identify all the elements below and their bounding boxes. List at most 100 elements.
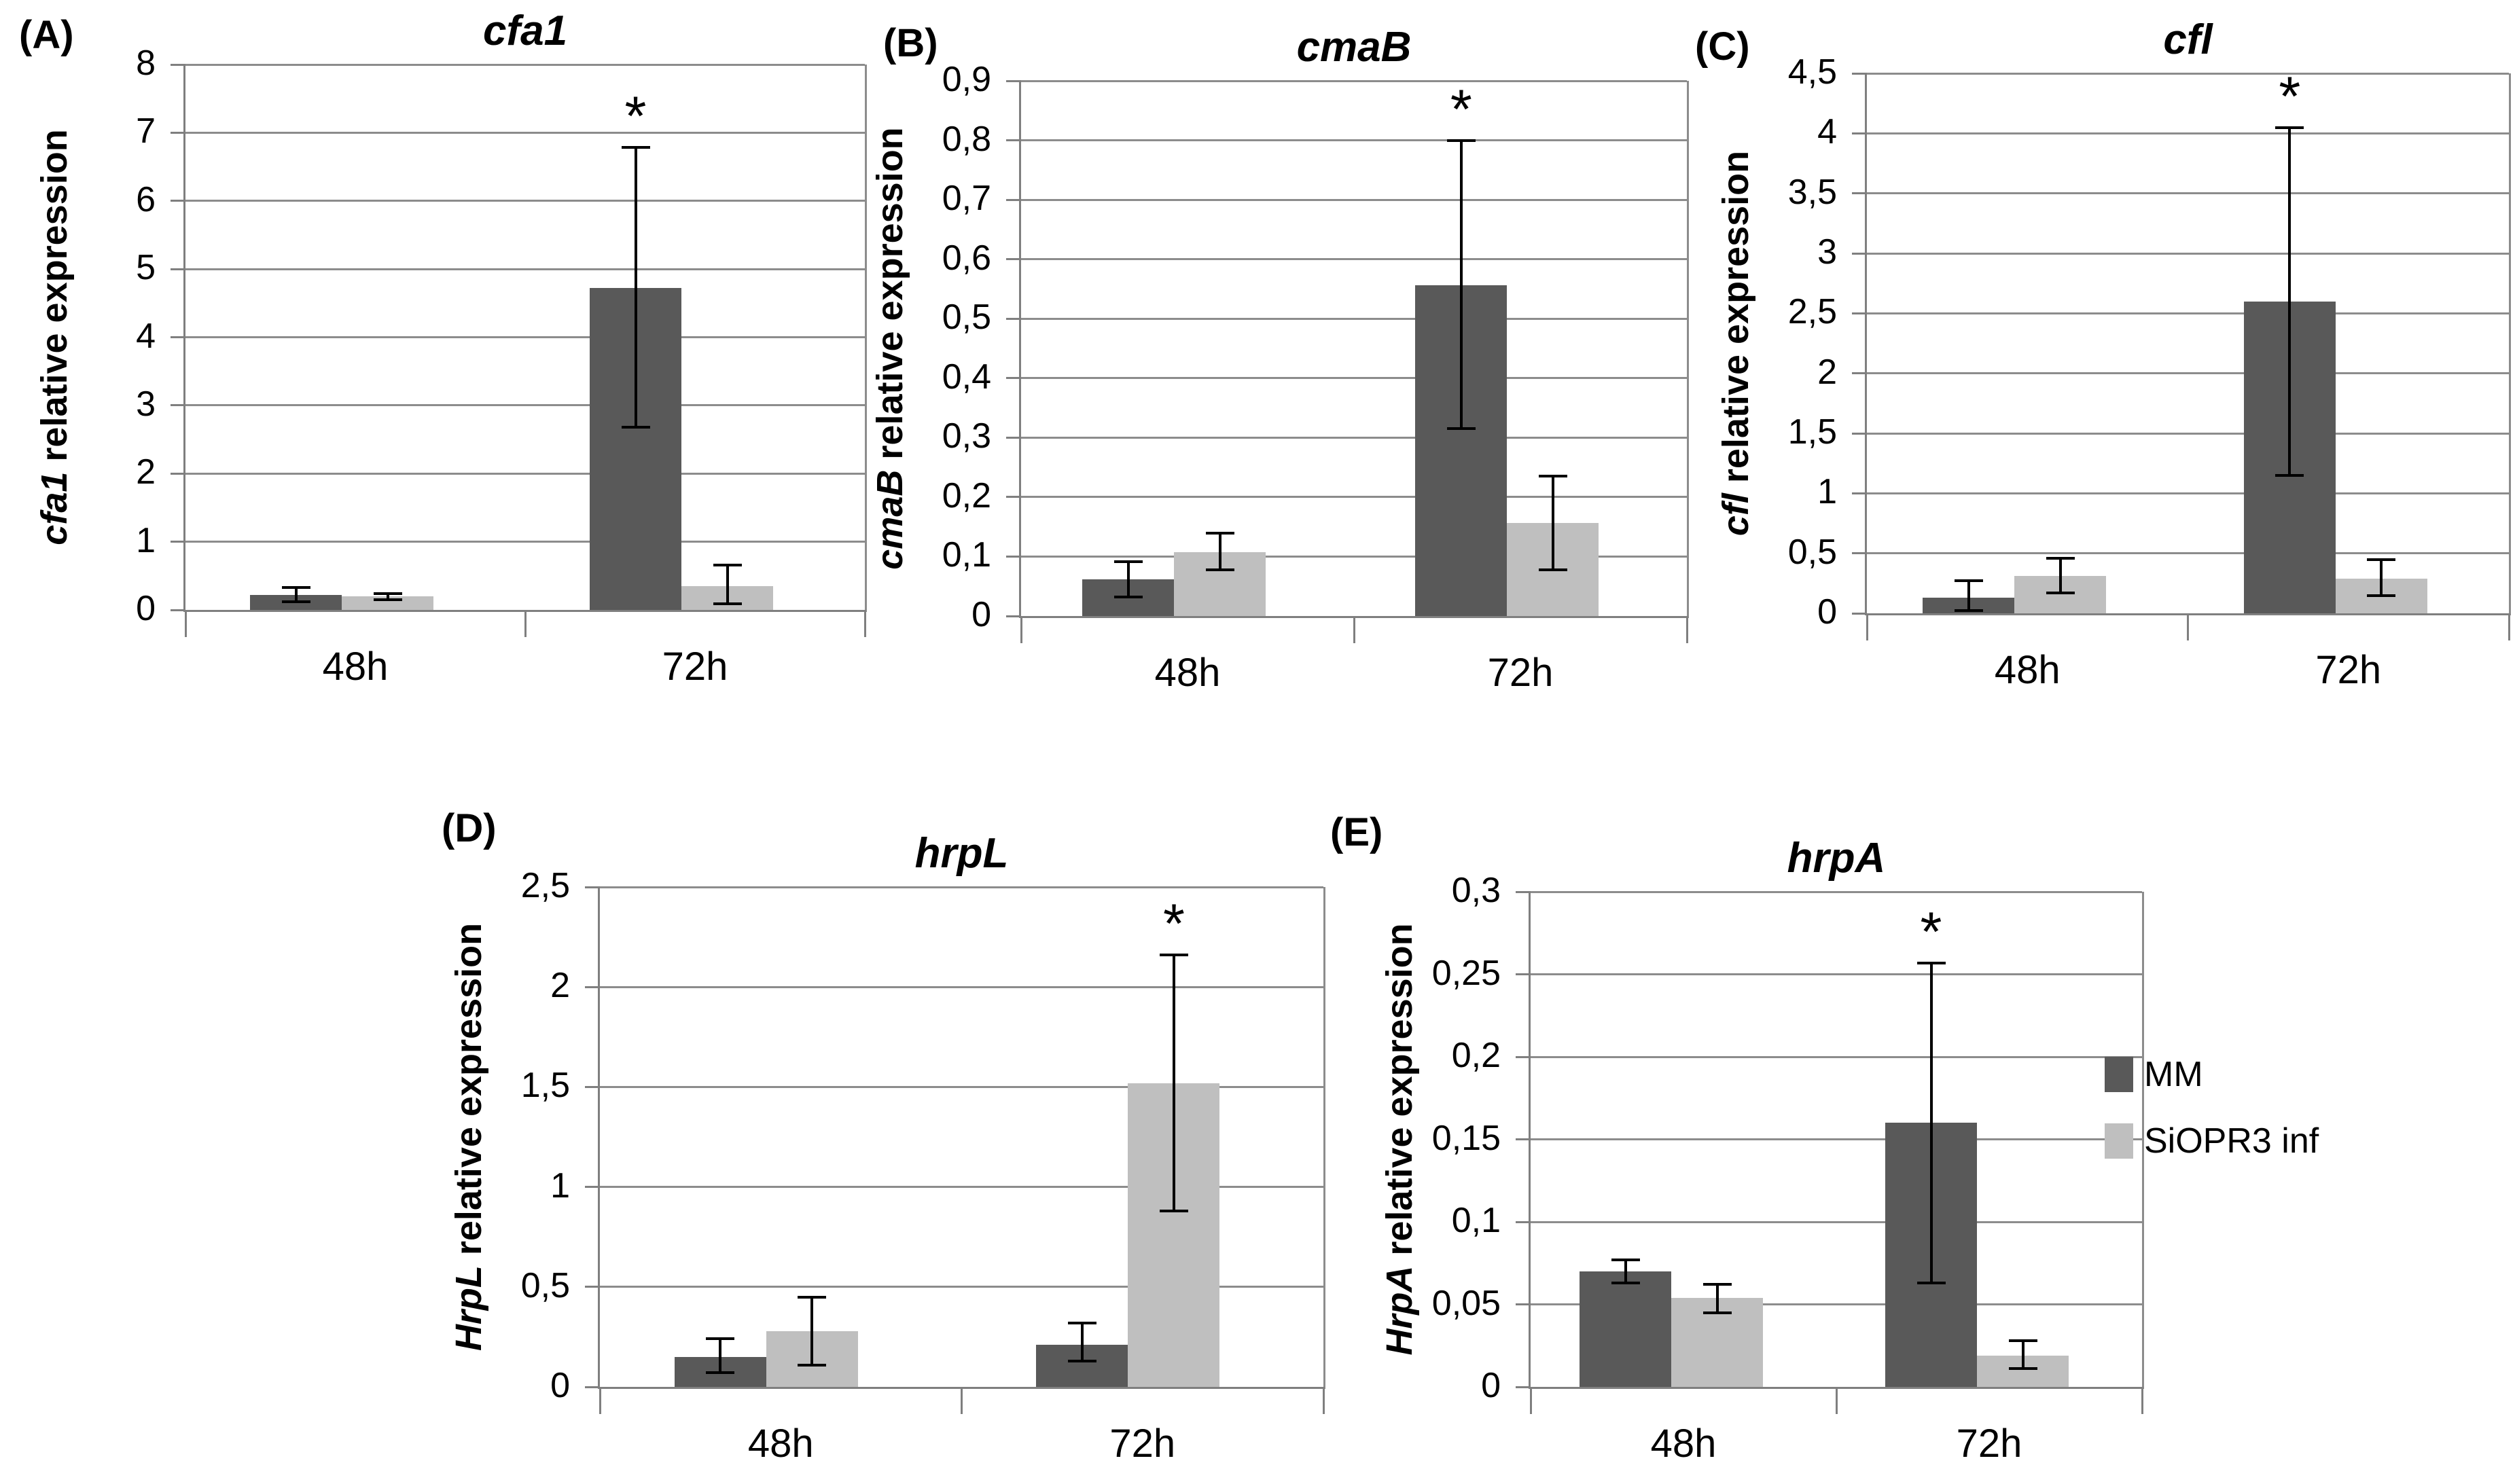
error-bar <box>1715 1284 1719 1313</box>
gridline <box>1531 1138 2142 1140</box>
y-tick-label: 8 <box>136 43 156 83</box>
error-bar-cap <box>706 1371 735 1375</box>
error-bar-cap <box>373 592 402 595</box>
gridline <box>1021 198 1687 201</box>
significance-star: * <box>1162 893 1185 956</box>
x-axis-tick <box>1685 616 1688 643</box>
gridline <box>185 404 865 407</box>
y-axis-tick <box>585 985 600 988</box>
y-tick-label: 0,7 <box>942 179 991 219</box>
chart-title: cmaB <box>1296 24 1412 71</box>
error-bar <box>2380 559 2383 596</box>
y-tick-label: 1,5 <box>1787 412 1837 452</box>
y-tick-label: 1,5 <box>520 1066 570 1106</box>
legend-swatch-siopr3-inf <box>2105 1123 2133 1159</box>
x-axis-tick <box>1353 616 1355 643</box>
y-axis-tick <box>585 1186 600 1189</box>
error-bar-cap <box>2275 473 2304 477</box>
error-bar <box>810 1297 814 1365</box>
y-axis-tick <box>1516 1138 1531 1140</box>
error-bar-cap <box>281 600 310 603</box>
gridline <box>185 541 865 543</box>
error-bar-cap <box>798 1295 827 1299</box>
y-axis-tick <box>1006 496 1021 499</box>
x-axis-tick <box>863 610 866 637</box>
gridline <box>1867 552 2509 555</box>
gridline <box>1867 312 2509 314</box>
error-bar <box>1624 1259 1627 1283</box>
x-category-label: 48h <box>322 645 389 689</box>
y-tick-label: 0 <box>971 595 991 634</box>
panel-label-c: (C) <box>1695 24 1750 69</box>
error-bar <box>719 1339 722 1373</box>
error-bar-cap <box>1446 427 1476 431</box>
panel-label-a: (A) <box>19 13 74 57</box>
x-axis-tick <box>184 610 187 637</box>
y-axis-tick <box>585 886 600 888</box>
y-tick-label: 0,1 <box>942 535 991 575</box>
error-bar-cap <box>2008 1339 2037 1342</box>
x-axis-tick <box>1866 613 1868 640</box>
y-axis-tick <box>1006 555 1021 558</box>
x-axis-tick <box>524 610 527 637</box>
gridline <box>1531 1303 2142 1305</box>
error-bar <box>294 587 298 602</box>
error-bar-cap <box>373 598 402 601</box>
y-tick-label: 0,25 <box>1431 953 1501 993</box>
error-bar <box>2288 127 2291 475</box>
chart-title: hrpA <box>1787 835 1886 882</box>
y-axis-tick <box>1852 612 1867 615</box>
y-tick-label: 3 <box>1817 232 1837 272</box>
y-tick-label: 0,5 <box>1787 532 1837 572</box>
error-bar <box>1126 562 1130 597</box>
y-tick-label: 0,3 <box>1451 871 1501 910</box>
y-tick-label: 4,5 <box>1787 52 1837 92</box>
y-tick-label: 0,9 <box>942 60 991 99</box>
chart-title: cfl <box>2163 16 2213 63</box>
error-bar-cap <box>1954 579 1983 583</box>
gridline <box>1021 139 1687 142</box>
y-axis-tick <box>1006 615 1021 617</box>
y-axis-tick <box>171 268 185 270</box>
error-bar <box>2021 1340 2025 1369</box>
x-category-label: 72h <box>1956 1422 2022 1466</box>
y-tick-label: 0,6 <box>942 238 991 278</box>
error-bar <box>1080 1322 1084 1361</box>
y-axis-tick <box>1516 1220 1531 1223</box>
gridline <box>1021 496 1687 499</box>
y-axis-tick <box>1516 890 1531 893</box>
y-axis-tick <box>1006 317 1021 320</box>
error-bar <box>1172 955 1175 1211</box>
legend-label: MM <box>2144 1055 2203 1094</box>
y-axis-tick <box>1852 372 1867 375</box>
gridline <box>600 886 1323 888</box>
significance-star: * <box>1450 78 1472 141</box>
gridline <box>1531 1220 2142 1223</box>
y-axis-tick <box>585 1386 600 1388</box>
error-bar-cap <box>2046 591 2075 594</box>
chart-title: hrpL <box>914 830 1009 877</box>
chart-panel-hrpa: hrpA HrpA relative expression 0 0,05 0,1 0,… <box>1379 835 2144 1466</box>
error-bar-cap <box>1611 1281 1640 1284</box>
significance-star: * <box>624 86 647 148</box>
y-tick-label: 4 <box>1817 112 1837 152</box>
y-tick-label: 3 <box>136 384 156 424</box>
significance-star: * <box>1920 901 1942 963</box>
error-bar-cap <box>1916 961 1946 964</box>
error-bar-cap <box>621 146 650 149</box>
error-bar-cap <box>1205 532 1234 535</box>
error-bar <box>1929 962 1933 1283</box>
gridline <box>1021 436 1687 439</box>
gridline <box>1021 79 1687 82</box>
error-bar-cap <box>1702 1283 1732 1286</box>
y-axis-tick <box>1006 139 1021 142</box>
bar-siopr3-inf-48h <box>342 596 433 610</box>
panel-label-b: (B) <box>883 21 938 65</box>
x-category-label: 48h <box>1154 651 1221 695</box>
y-tick-label: 0,3 <box>942 416 991 456</box>
y-axis-title: HrpL relative expression <box>448 887 490 1387</box>
y-axis-tick <box>1852 252 1867 255</box>
error-bar-cap <box>1702 1311 1732 1314</box>
panel-label-e: (E) <box>1330 810 1383 854</box>
